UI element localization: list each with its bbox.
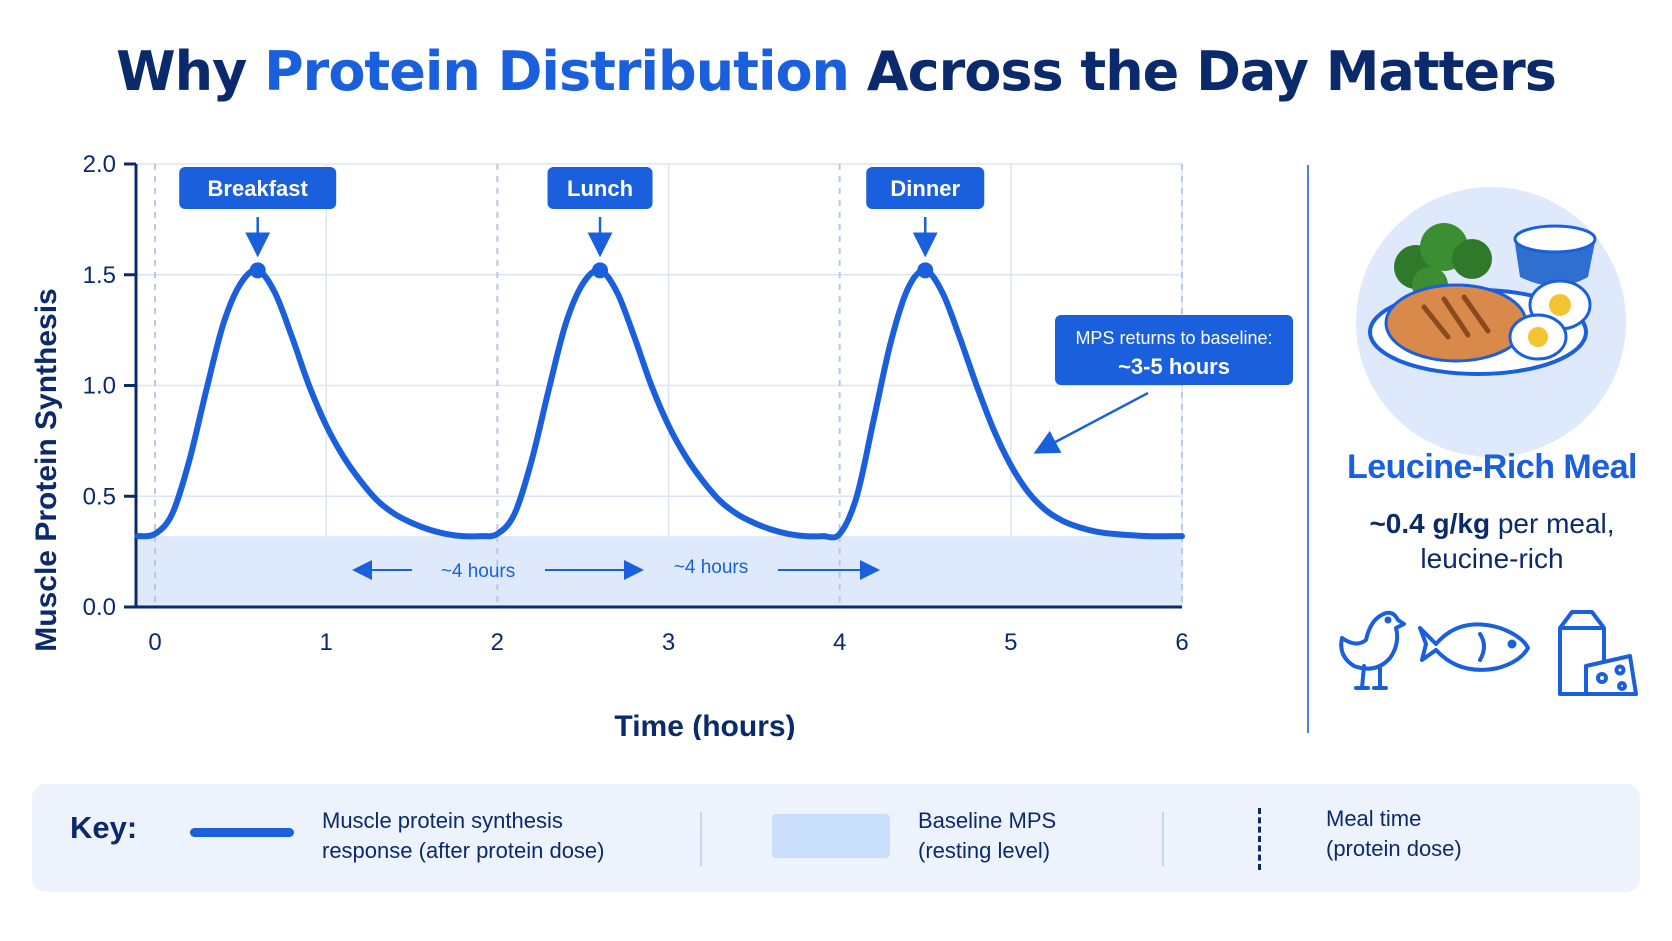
- legend-item-meal-line1: Meal time: [1326, 806, 1422, 831]
- meal-plate-illustration: [1356, 187, 1626, 457]
- title-part2: Across the Day Matters: [849, 40, 1557, 103]
- meal-plate-icon: [1368, 223, 1597, 376]
- y-axis-label: Muscle Protein Synthesis: [30, 288, 63, 651]
- meal-label: Lunch: [567, 176, 633, 201]
- legend-item-mps-line2: response (after protein dose): [322, 838, 605, 863]
- axes: 0.0 0.5 1.0 1.5 2.0 0 1 2 3 4 5 6: [83, 151, 1189, 656]
- legend-separator: [1162, 812, 1164, 866]
- side-title: Leucine-Rich Meal: [1346, 448, 1638, 486]
- side-subtitle-line1: ~0.4 g/kg per meal,: [1300, 508, 1672, 540]
- dose-value: ~0.4 g/kg: [1369, 508, 1491, 539]
- title-highlight: Protein Distribution: [264, 40, 850, 103]
- side-subtitle-line2: leucine-rich: [1420, 543, 1564, 574]
- legend-baseline-swatch: [772, 814, 890, 858]
- chicken-icon: [1339, 610, 1406, 690]
- legend-separator: [700, 812, 702, 866]
- meal-label-box: [866, 167, 985, 209]
- meal-label: Dinner: [890, 176, 960, 201]
- x-axis-label: Time (hours): [614, 710, 795, 740]
- x-tick-label: 4: [833, 629, 846, 656]
- y-tick-label: 1.0: [83, 373, 116, 400]
- y-tick-label: 2.0: [83, 151, 116, 178]
- meal-label-box: [179, 167, 337, 209]
- y-tick-label: 1.5: [83, 262, 116, 289]
- legend-line-swatch: [190, 828, 294, 837]
- legend-item-meal-line2: (protein dose): [1326, 836, 1462, 861]
- meal-label-box: [547, 167, 653, 209]
- legend-meal-swatch: [1258, 808, 1261, 870]
- x-tick-label: 6: [1175, 629, 1188, 656]
- food-icons: [1339, 610, 1638, 696]
- peak-point: [249, 262, 266, 279]
- interval-label: ~4 hours: [441, 561, 515, 582]
- legend-panel: Key: Muscle protein synthesis response (…: [32, 784, 1640, 892]
- legend-item-mps-line1: Muscle protein synthesis: [322, 808, 563, 833]
- peak-point: [592, 262, 609, 279]
- y-tick-label: 0.5: [83, 483, 116, 510]
- side-divider: [1307, 165, 1309, 733]
- legend-item-baseline-line2: (resting level): [918, 838, 1051, 863]
- peak-markers: Breakfast Lunch Dinner: [179, 167, 985, 279]
- title-part1: Why: [116, 40, 265, 103]
- meal-time-lines: [154, 164, 1183, 607]
- callout-line2: ~3-5 hours: [1118, 354, 1230, 379]
- callout-arrow: [1033, 391, 1149, 454]
- x-tick-label: 3: [662, 629, 675, 656]
- fish-icon: [1418, 622, 1530, 672]
- y-tick-label: 0.0: [83, 594, 116, 621]
- x-tick-label: 5: [1004, 629, 1017, 656]
- dose-unit-text: per meal,: [1490, 508, 1615, 539]
- interval-label: ~4 hours: [674, 557, 748, 578]
- x-tick-label: 0: [148, 629, 161, 656]
- peak-point: [917, 262, 934, 279]
- baseline-callout: MPS returns to baseline: ~3-5 hours: [1033, 315, 1293, 454]
- x-tick-label: 1: [319, 629, 332, 656]
- legend-title: Key:: [70, 810, 138, 845]
- page-title: Why Protein Distribution Across the Day …: [0, 40, 1672, 103]
- interval-annotations: ~4 hours ~4 hours: [352, 557, 880, 582]
- callout-line1: MPS returns to baseline:: [1075, 328, 1272, 348]
- legend-item-baseline-line1: Baseline MPS: [918, 808, 1057, 833]
- mps-series-line: [134, 267, 1185, 541]
- dairy-icon: [1558, 610, 1638, 696]
- baseline-band: [136, 536, 1182, 607]
- callout-box: [1055, 315, 1293, 385]
- meal-label: Breakfast: [208, 176, 309, 201]
- x-tick-label: 2: [491, 629, 504, 656]
- mps-line-chart: 0.0 0.5 1.0 1.5 2.0 0 1 2 3 4 5 6 Breakfast Lunch Din…: [30, 151, 1293, 740]
